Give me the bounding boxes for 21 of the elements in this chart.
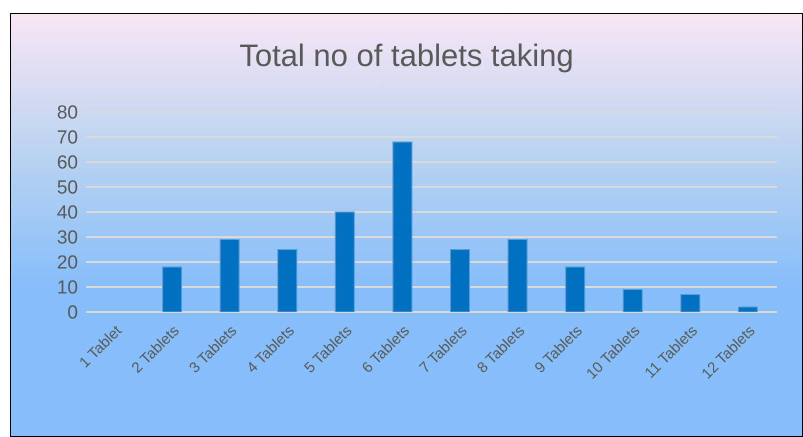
bar — [680, 294, 700, 312]
y-tick-label: 70 — [56, 128, 78, 149]
bar — [565, 266, 586, 312]
y-tick-label: 10 — [56, 278, 78, 299]
y-tick-label: 50 — [56, 178, 78, 199]
bar — [450, 249, 470, 312]
y-tick-label: 60 — [56, 152, 78, 174]
y-tick-label: 40 — [56, 202, 78, 224]
y-tick-label: 0 — [67, 302, 78, 324]
bar — [738, 306, 758, 312]
bar — [220, 239, 240, 312]
chart-title: Total no of tablets taking — [238, 38, 575, 74]
y-tick-label: 20 — [56, 252, 78, 274]
bar — [277, 249, 298, 312]
y-tick-label: 80 — [56, 102, 78, 124]
bar — [162, 266, 182, 312]
bar — [334, 212, 355, 312]
bar — [622, 289, 643, 312]
y-tick-label: 30 — [56, 228, 78, 249]
bar — [392, 142, 412, 312]
bar — [508, 239, 528, 312]
